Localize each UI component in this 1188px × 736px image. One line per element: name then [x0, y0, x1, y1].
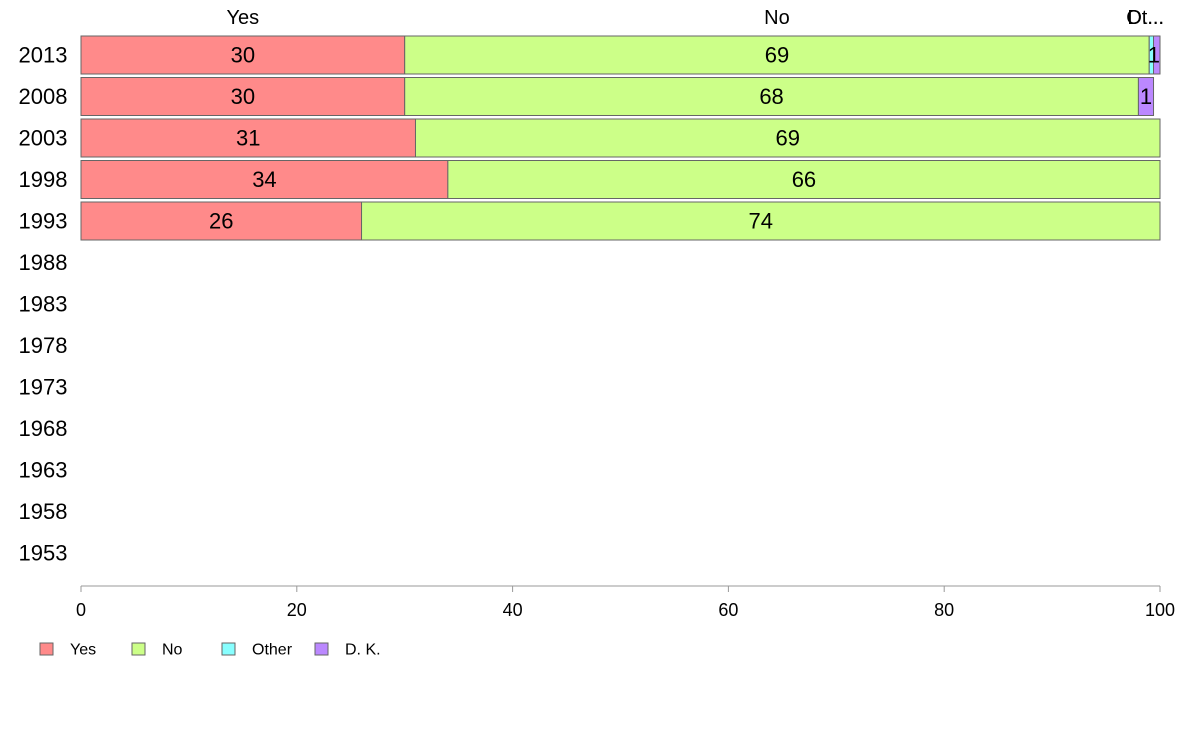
column-header: No [764, 7, 790, 29]
bar-segment-d-k [1137, 77, 1155, 116]
x-tick-label: 20 [287, 600, 307, 620]
x-tick-label: 0 [76, 600, 86, 620]
column-header: Yes [227, 7, 260, 29]
data-label: 30 [231, 84, 255, 109]
x-axis: 0 20 40 60 80 100 [76, 585, 1175, 620]
legend-label: Yes [70, 642, 96, 659]
legend-swatch-d-k [314, 642, 329, 656]
legend-label: No [162, 642, 183, 659]
year-label: 1963 [19, 458, 68, 483]
bar-segment-no [361, 201, 1161, 241]
bar-segment-d-k [1153, 35, 1161, 75]
bars [80, 35, 1161, 241]
bar-segment-yes [80, 201, 363, 241]
bar-segment-no [414, 118, 1161, 158]
year-label: 1953 [19, 541, 68, 566]
x-tick-label: 80 [934, 600, 954, 620]
legend: Yes No Other D. K. [39, 642, 381, 659]
data-label: 34 [252, 167, 276, 192]
year-label: 1978 [19, 333, 68, 358]
legend-swatch-no [131, 642, 146, 656]
bar-segment-yes [80, 160, 449, 199]
column-header: Ot... [1126, 7, 1164, 29]
year-label: 2013 [19, 43, 68, 68]
year-label: 2003 [19, 126, 68, 151]
year-label: 1958 [19, 499, 68, 524]
data-label: 1 [1148, 43, 1160, 68]
data-label: 1 [1140, 84, 1152, 109]
bar-segment-yes [80, 77, 406, 116]
legend-label: D. K. [345, 642, 381, 659]
year-label: 1998 [19, 167, 68, 192]
legend-swatch-yes [39, 642, 54, 656]
x-tick-label: 40 [503, 600, 523, 620]
data-label: 74 [749, 209, 773, 234]
data-labels: 30 69 1 30 68 1 31 69 34 66 26 74 [209, 43, 1160, 234]
bar-segment-no [404, 35, 1150, 75]
legend-label: Other [252, 642, 293, 659]
bar-segment-no [404, 77, 1139, 116]
data-label: 69 [765, 43, 789, 68]
year-label: 1968 [19, 416, 68, 441]
y-axis-labels: 2013 2008 2003 1998 1993 1988 1983 1978 1973 1968… [19, 43, 68, 566]
year-label: 1993 [19, 209, 68, 234]
data-label: 26 [209, 209, 233, 234]
legend-swatch-other [221, 642, 236, 656]
column-header: D.... [1127, 7, 1164, 29]
data-label: 31 [236, 126, 260, 151]
data-label: 69 [776, 126, 800, 151]
column-headers: Yes No Ot...D.... [227, 7, 1164, 29]
x-tick-label: 100 [1145, 600, 1175, 620]
data-label: 68 [759, 84, 783, 109]
data-label: 30 [231, 43, 255, 68]
year-label: 1988 [19, 250, 68, 275]
bar-segment-no [447, 160, 1161, 199]
year-label: 2008 [19, 84, 68, 109]
year-label: 1983 [19, 292, 68, 317]
data-label: 66 [792, 167, 816, 192]
year-label: 1973 [19, 375, 68, 400]
x-tick-label: 60 [718, 600, 738, 620]
